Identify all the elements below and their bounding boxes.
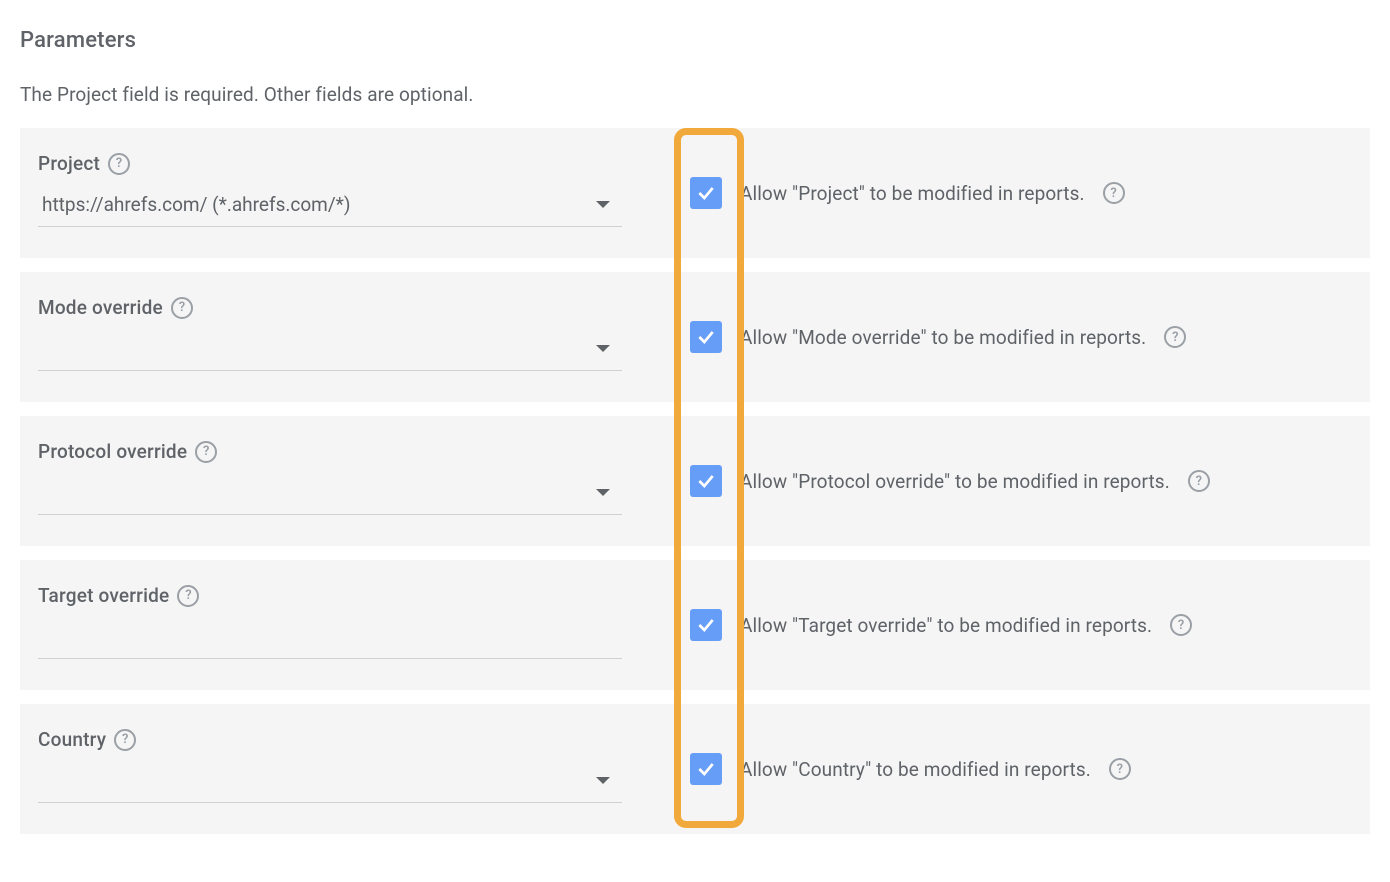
project-select[interactable]: https://ahrefs.com/ (*.ahrefs.com/*): [38, 191, 622, 227]
allow-protocol-override-checkbox[interactable]: [690, 465, 722, 497]
help-icon[interactable]: ?: [1103, 182, 1125, 204]
param-right: Allow "Project" to be modified in report…: [640, 128, 1370, 258]
param-label: Protocol override: [38, 440, 187, 463]
allow-mode-override-checkbox[interactable]: [690, 321, 722, 353]
help-icon[interactable]: ?: [108, 153, 130, 175]
allow-text: Allow "Target override" to be modified i…: [740, 614, 1152, 637]
param-left: Mode override ?: [20, 272, 640, 402]
param-right: Allow "Country" to be modified in report…: [640, 704, 1370, 834]
param-label: Mode override: [38, 296, 163, 319]
mode-override-select[interactable]: [38, 335, 622, 371]
label-line: Protocol override ?: [38, 440, 622, 463]
chevron-down-icon: [596, 489, 610, 496]
chevron-down-icon: [596, 777, 610, 784]
allow-target-override-checkbox[interactable]: [690, 609, 722, 641]
target-override-input[interactable]: [38, 623, 622, 659]
param-row-mode-override: Mode override ? Allow "Mode override" to…: [20, 272, 1370, 402]
param-right: Allow "Protocol override" to be modified…: [640, 416, 1370, 546]
help-icon[interactable]: ?: [1170, 614, 1192, 636]
select-value: https://ahrefs.com/ (*.ahrefs.com/*): [42, 193, 350, 216]
chevron-down-icon: [596, 345, 610, 352]
allow-text: Allow "Mode override" to be modified in …: [740, 326, 1146, 349]
help-icon[interactable]: ?: [171, 297, 193, 319]
help-icon[interactable]: ?: [114, 729, 136, 751]
label-line: Country ?: [38, 728, 622, 751]
country-select[interactable]: [38, 767, 622, 803]
param-label: Project: [38, 152, 100, 175]
help-icon[interactable]: ?: [1188, 470, 1210, 492]
allow-text: Allow "Country" to be modified in report…: [740, 758, 1091, 781]
label-line: Target override ?: [38, 584, 622, 607]
parameters-subheading: The Project field is required. Other fie…: [20, 83, 1370, 106]
param-row-project: Project ? https://ahrefs.com/ (*.ahrefs.…: [20, 128, 1370, 258]
param-row-protocol-override: Protocol override ? Allow "Protocol over…: [20, 416, 1370, 546]
param-left: Country ?: [20, 704, 640, 834]
help-icon[interactable]: ?: [195, 441, 217, 463]
help-icon[interactable]: ?: [1164, 326, 1186, 348]
param-label: Target override: [38, 584, 169, 607]
help-icon[interactable]: ?: [177, 585, 199, 607]
param-right: Allow "Target override" to be modified i…: [640, 560, 1370, 690]
chevron-down-icon: [596, 201, 610, 208]
allow-text: Allow "Protocol override" to be modified…: [740, 470, 1170, 493]
label-line: Project ?: [38, 152, 622, 175]
param-row-target-override: Target override ? Allow "Target override…: [20, 560, 1370, 690]
parameters-heading: Parameters: [20, 28, 1370, 53]
param-right: Allow "Mode override" to be modified in …: [640, 272, 1370, 402]
param-row-country: Country ? Allow "Country" to be modified…: [20, 704, 1370, 834]
allow-project-checkbox[interactable]: [690, 177, 722, 209]
param-label: Country: [38, 728, 106, 751]
allow-text: Allow "Project" to be modified in report…: [740, 182, 1085, 205]
param-left: Target override ?: [20, 560, 640, 690]
label-line: Mode override ?: [38, 296, 622, 319]
parameters-rows-wrapper: Project ? https://ahrefs.com/ (*.ahrefs.…: [20, 128, 1370, 834]
allow-country-checkbox[interactable]: [690, 753, 722, 785]
help-icon[interactable]: ?: [1109, 758, 1131, 780]
protocol-override-select[interactable]: [38, 479, 622, 515]
param-left: Project ? https://ahrefs.com/ (*.ahrefs.…: [20, 128, 640, 258]
param-left: Protocol override ?: [20, 416, 640, 546]
